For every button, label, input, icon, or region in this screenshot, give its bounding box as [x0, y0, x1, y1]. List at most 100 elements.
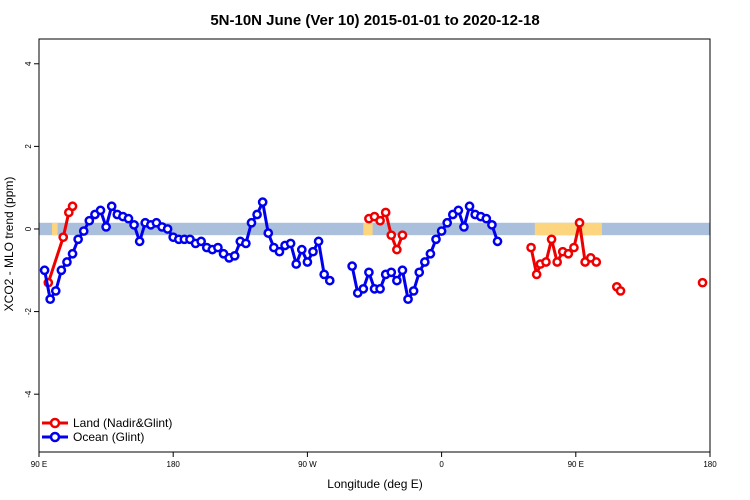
ocean-point-1-2 [358, 284, 369, 294]
ocean-point-0-51 [324, 275, 335, 286]
land-point-2-8 [569, 242, 579, 253]
ocean-point-0-48 [308, 246, 318, 257]
ocean-point-0-15 [123, 213, 134, 224]
ocean-point-1-3 [364, 267, 374, 278]
band-land-2 [534, 222, 587, 236]
y-tick-label-0: -4 [24, 390, 33, 398]
ocean-point-0-0 [39, 265, 50, 276]
ocean-point-1-24 [481, 213, 492, 224]
ocean-point-0-16 [129, 220, 139, 230]
ocean-point-0-10 [95, 205, 106, 216]
ocean-point-1-11 [408, 286, 419, 296]
ocean-point-1-8 [392, 275, 402, 286]
y-tick-label-3: 2 [24, 144, 33, 149]
land-point-2-3 [541, 257, 551, 267]
ocean-point-1-15 [431, 234, 441, 245]
land-point-4-0 [697, 277, 708, 288]
land-point-2-5 [552, 257, 563, 267]
x-tick-label-5: 180 [703, 460, 717, 469]
ocean-point-0-42 [274, 246, 285, 257]
band-ocean [39, 222, 710, 236]
land-point-1-4 [386, 230, 397, 241]
ocean-point-0-45 [291, 259, 302, 269]
ocean-point-1-12 [414, 267, 425, 278]
ocean-point-0-38 [252, 209, 262, 220]
land-point-3-1 [615, 286, 626, 296]
ocean-point-1-20 [459, 222, 469, 232]
chart-title: 5N-10N June (Ver 10) 2015-01-01 to 2020-… [210, 12, 539, 29]
ocean-point-0-39 [257, 197, 268, 207]
ocean-point-1-0 [347, 261, 357, 271]
ocean-point-0-5 [67, 248, 78, 259]
ocean-point-1-21 [464, 201, 475, 212]
ocean-point-0-28 [196, 236, 207, 247]
ocean-point-1-17 [442, 217, 453, 228]
x-tick-label-2: 90 W [298, 460, 317, 469]
ocean-point-1-16 [436, 226, 447, 236]
ocean-point-0-49 [313, 236, 324, 247]
band-land-0 [52, 222, 58, 236]
land-point-1-2 [375, 215, 385, 226]
band-land-1 [363, 222, 373, 236]
legend-marker-land [49, 417, 61, 429]
legend-label-ocean: Ocean (Glint) [73, 430, 144, 444]
ocean-point-0-40 [263, 228, 274, 238]
ocean-point-1-26 [492, 236, 503, 247]
land-point-1-6 [397, 230, 408, 241]
y-tick-label-4: 4 [24, 61, 33, 66]
land-point-0-1 [58, 232, 69, 243]
ocean-point-1-14 [425, 248, 436, 259]
series-lines [39, 197, 708, 305]
legend-marker-ocean [49, 431, 61, 443]
ocean-point-0-8 [84, 215, 95, 226]
land-point-2-9 [574, 217, 585, 228]
x-tick-label-1: 180 [167, 460, 181, 469]
ocean-point-0-3 [56, 265, 67, 276]
axis-ticks: 90 E 180 90 W 0 90 E 180 -4 -2 0 2 4 [24, 61, 717, 469]
ocean-point-0-36 [241, 238, 251, 249]
ocean-point-0-34 [229, 250, 240, 261]
ocean-point-0-44 [285, 238, 296, 249]
ocean-point-0-12 [106, 201, 117, 212]
ocean-point-1-25 [487, 220, 497, 230]
ocean-point-1-9 [397, 265, 408, 276]
land-point-1-3 [380, 207, 391, 218]
land-point-2-7 [563, 248, 574, 259]
ocean-point-1-7 [386, 267, 397, 278]
ocean-point-1-5 [375, 284, 385, 294]
ocean-point-0-7 [78, 226, 89, 236]
land-point-2-4 [546, 234, 557, 245]
ocean-point-0-17 [134, 236, 145, 247]
ocean-point-0-37 [246, 217, 257, 228]
y-tick-label-2: 0 [24, 226, 33, 231]
land-point-0-3 [67, 201, 78, 212]
ocean-point-0-47 [302, 257, 313, 267]
land-point-1-5 [392, 244, 402, 255]
ocean-point-0-46 [296, 244, 307, 255]
legend: Land (Nadir&Glint) Ocean (Glint) [42, 416, 172, 444]
y-axis-label: XCO2 - MLO trend (ppm) [2, 177, 16, 312]
ocean-point-1-10 [403, 294, 413, 305]
band-land-3 [586, 222, 602, 236]
ocean-point-0-6 [73, 234, 83, 245]
ocean-point-0-2 [50, 286, 61, 296]
ocean-point-0-1 [45, 294, 56, 305]
plot-area-frame [38, 38, 711, 453]
ocean-point-0-31 [213, 242, 223, 253]
x-tick-label-0: 90 E [31, 460, 47, 469]
ocean-point-1-13 [419, 257, 430, 267]
ocean-point-1-19 [453, 205, 464, 216]
x-axis-label: Longitude (deg E) [327, 477, 422, 491]
ocean-point-0-22 [162, 224, 173, 234]
land-point-2-0 [526, 242, 536, 253]
y-tick-label-1: -2 [24, 307, 33, 315]
ocean-point-0-50 [319, 269, 330, 280]
x-tick-label-4: 90 E [568, 460, 584, 469]
reference-band [39, 222, 710, 236]
ocean-point-0-4 [62, 257, 72, 267]
land-point-2-12 [591, 257, 602, 267]
legend-label-land: Land (Nadir&Glint) [73, 416, 172, 430]
land-point-2-1 [531, 269, 542, 280]
ocean-point-0-11 [101, 222, 111, 232]
